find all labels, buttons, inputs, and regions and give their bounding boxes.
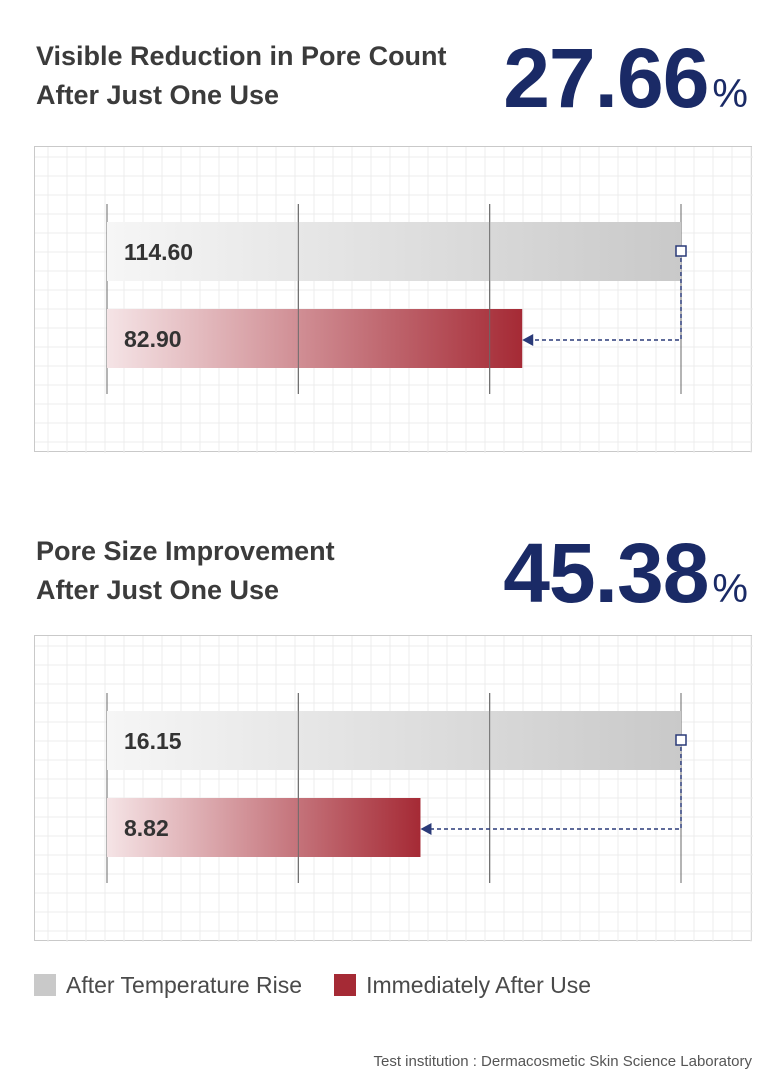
title-line-2: After Just One Use — [36, 80, 280, 110]
percent-sign: % — [712, 567, 748, 611]
legend-label: After Temperature Rise — [66, 971, 303, 998]
legend-item-after-temperature-rise: After Temperature Rise — [34, 972, 302, 999]
percent-figure: 45.38% — [503, 531, 748, 615]
endpoint-marker — [675, 734, 687, 746]
percent-sign: % — [712, 72, 748, 116]
data-label-immediately-after-use: 8.82 — [124, 815, 169, 841]
percent-figure: 27.66% — [503, 36, 748, 120]
legend: After Temperature Rise Immediately After… — [34, 970, 623, 1000]
data-label-after-temperature-rise: 16.15 — [124, 728, 182, 754]
reduction-connector — [430, 740, 682, 830]
title-line-1: Pore Size Improvement — [36, 536, 335, 566]
chart-svg: 114.60 82.90 — [35, 147, 753, 453]
percent-value: 27.66 — [503, 31, 709, 125]
bar-chart-pore-count: 114.60 82.90 — [34, 146, 753, 453]
bar-immediately-after-use — [107, 309, 523, 368]
section-title: Pore Size Improvement After Just One Use — [36, 532, 335, 610]
data-label-after-temperature-rise: 114.60 — [124, 239, 193, 265]
percent-value: 45.38 — [503, 526, 709, 620]
arrow-head — [420, 823, 432, 835]
data-label-immediately-after-use: 82.90 — [124, 326, 182, 352]
section-title: Visible Reduction in Pore Count After Ju… — [36, 37, 447, 115]
test-institution-note: Test institution : Dermacosmetic Skin Sc… — [373, 1053, 753, 1070]
arrow-head — [522, 334, 534, 346]
bar-after-temperature-rise — [107, 222, 681, 281]
title-line-2: After Just One Use — [36, 575, 280, 605]
grid — [35, 147, 753, 453]
endpoint-marker — [675, 245, 687, 257]
bar-immediately-after-use — [107, 798, 421, 857]
legend-swatch — [334, 974, 357, 996]
bar-after-temperature-rise — [107, 711, 681, 770]
title-line-1: Visible Reduction in Pore Count — [36, 41, 447, 71]
grid — [35, 636, 753, 942]
chart-svg: 16.15 8.82 — [35, 636, 753, 942]
legend-label: Immediately After Use — [366, 971, 592, 998]
bar-chart-pore-size: 16.15 8.82 — [34, 635, 753, 942]
legend-swatch — [34, 974, 56, 996]
reduction-connector — [532, 251, 682, 341]
legend-item-immediately-after-use: Immediately After Use — [334, 972, 591, 999]
